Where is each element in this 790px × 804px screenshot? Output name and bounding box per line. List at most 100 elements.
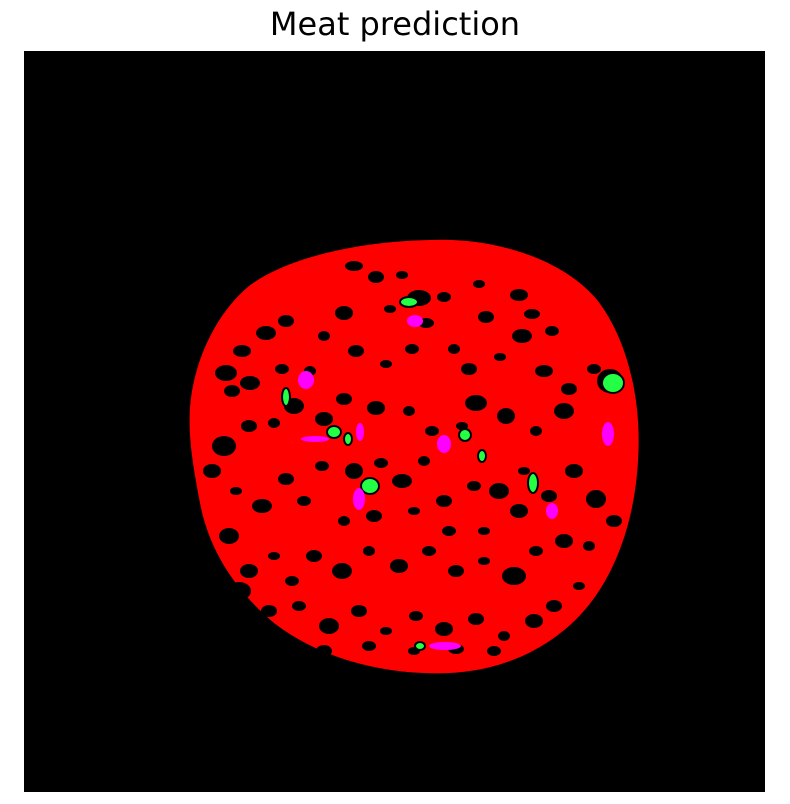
segmentation-image <box>24 51 765 792</box>
void-spot <box>315 412 333 426</box>
void-spot <box>555 534 573 548</box>
void-spot <box>418 456 430 466</box>
void-spot <box>467 481 481 491</box>
void-spot <box>362 641 376 651</box>
void-spot <box>587 364 601 374</box>
void-spot <box>212 436 236 456</box>
void-spot <box>233 345 251 357</box>
void-spot <box>367 401 385 415</box>
void-spot <box>351 605 367 617</box>
connective-tissue-spot <box>356 423 364 441</box>
void-spot <box>473 280 485 288</box>
void-spot <box>240 376 260 390</box>
void-spot <box>268 552 280 560</box>
void-spot <box>529 546 543 556</box>
void-spot <box>573 582 585 590</box>
void-spot <box>384 305 396 313</box>
void-spot <box>510 504 528 518</box>
fat-spot <box>477 449 487 463</box>
void-spot <box>241 420 257 432</box>
fat-spot <box>414 641 426 651</box>
void-spot <box>436 495 452 507</box>
connective-tissue-spot <box>437 435 451 453</box>
void-spot <box>306 550 322 562</box>
void-spot <box>494 353 506 361</box>
connective-tissue-spot <box>429 642 461 650</box>
void-spot <box>368 271 384 283</box>
void-spot <box>348 345 364 357</box>
void-spot <box>261 605 277 617</box>
fat-spot <box>326 425 342 439</box>
fat-spot <box>601 372 625 394</box>
void-spot <box>435 622 453 636</box>
void-regions <box>203 261 623 657</box>
fat-spot <box>458 428 472 442</box>
void-spot <box>425 426 439 436</box>
connective-tissue-spot <box>301 436 329 442</box>
void-spot <box>224 385 240 397</box>
void-spot <box>409 611 423 621</box>
void-spot <box>203 464 221 478</box>
void-spot <box>363 546 375 556</box>
void-spot <box>380 360 392 368</box>
void-spot <box>468 613 484 625</box>
void-spot <box>546 600 562 612</box>
void-spot <box>275 364 289 374</box>
void-spot <box>230 487 242 495</box>
void-spot <box>374 458 388 468</box>
void-spot <box>489 483 509 499</box>
void-spot <box>442 526 456 536</box>
fat-spot <box>281 387 291 407</box>
void-spot <box>315 461 329 471</box>
void-spot <box>554 403 574 419</box>
void-spot <box>408 507 420 515</box>
void-spot <box>510 289 528 301</box>
void-spot <box>461 363 477 375</box>
void-spot <box>465 395 487 411</box>
meat-region <box>189 239 639 674</box>
void-spot <box>268 418 280 428</box>
void-spot <box>215 365 237 381</box>
void-spot <box>512 329 532 343</box>
void-spot <box>405 344 419 354</box>
void-spot <box>502 567 526 585</box>
void-spot <box>252 499 272 513</box>
void-spot <box>437 292 451 302</box>
void-spot <box>606 515 622 527</box>
figure-title: Meat prediction <box>269 5 521 43</box>
segmentation-mask <box>24 51 765 792</box>
void-spot <box>541 490 557 502</box>
void-spot <box>278 315 294 327</box>
void-spot <box>227 582 251 600</box>
void-spot <box>345 463 363 479</box>
fat-spot <box>527 472 539 494</box>
void-spot <box>448 565 464 577</box>
void-spot <box>478 557 490 565</box>
void-spot <box>335 306 353 320</box>
void-spot <box>278 473 294 485</box>
void-spot <box>338 516 350 526</box>
fat-spot <box>399 296 419 308</box>
void-spot <box>318 331 330 341</box>
void-spot <box>586 490 606 508</box>
void-spot <box>390 559 408 573</box>
void-spot <box>392 474 412 488</box>
void-spot <box>285 576 299 586</box>
void-spot <box>345 261 363 271</box>
void-spot <box>518 467 530 475</box>
connective-tissue-spot <box>407 315 423 327</box>
void-spot <box>256 326 276 340</box>
connective-tissue-spot <box>546 503 558 519</box>
void-spot <box>535 365 553 377</box>
void-spot <box>219 528 239 544</box>
void-spot <box>478 311 494 323</box>
void-spot <box>396 271 408 279</box>
void-spot <box>448 344 460 354</box>
void-spot <box>380 627 392 635</box>
void-spot <box>478 527 490 535</box>
void-spot <box>403 406 415 416</box>
connective-tissue-spot <box>353 488 365 510</box>
void-spot <box>316 645 332 657</box>
connective-tissue-spot <box>602 422 614 446</box>
void-spot <box>297 496 311 506</box>
